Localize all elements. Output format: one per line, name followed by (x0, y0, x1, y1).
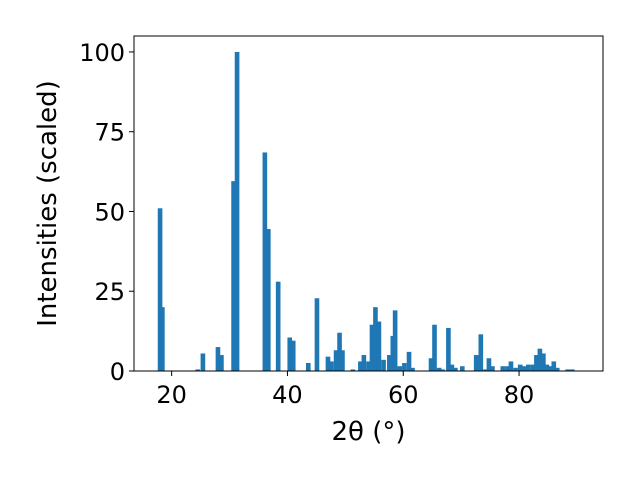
bar (366, 361, 371, 371)
x-tick-label: 60 (388, 381, 419, 409)
bar (505, 366, 510, 371)
bar (478, 334, 484, 371)
plot-frame (133, 35, 604, 372)
y-tick-label: 0 (110, 358, 125, 386)
bar (521, 366, 526, 371)
bar (483, 369, 488, 371)
bar (234, 51, 240, 371)
bar (410, 367, 415, 371)
bar (513, 367, 518, 371)
bar (373, 307, 378, 371)
bar (570, 369, 575, 371)
bar (305, 363, 311, 371)
bar (537, 348, 543, 371)
bar (200, 353, 206, 371)
bar (432, 324, 437, 371)
bar (231, 181, 236, 371)
bar (428, 358, 434, 371)
bar (369, 324, 375, 371)
bar (215, 347, 221, 371)
bar (397, 366, 403, 371)
bar (390, 335, 396, 371)
bar (525, 364, 531, 371)
bar (392, 310, 398, 371)
bar (449, 364, 455, 371)
x-axis-label: 2θ (°) (331, 417, 405, 447)
bar (565, 369, 570, 371)
bar (486, 358, 492, 371)
bar (325, 356, 331, 371)
y-tick-label: 100 (79, 39, 125, 67)
y-tick-label: 75 (94, 119, 125, 147)
bar (459, 366, 465, 371)
bar (266, 229, 271, 371)
bar (544, 364, 550, 371)
bar (490, 366, 495, 371)
bar (290, 340, 296, 371)
bar (500, 366, 506, 371)
bar (534, 355, 539, 371)
x-tick-label: 40 (272, 381, 303, 409)
bar (219, 355, 224, 371)
bar (329, 361, 334, 371)
x-tick-label: 80 (504, 381, 535, 409)
bar (530, 364, 536, 371)
bar (453, 367, 458, 371)
bar (275, 281, 281, 371)
bar (381, 359, 386, 371)
bar (160, 307, 165, 371)
bar (287, 337, 293, 371)
bar (340, 350, 345, 371)
bar (333, 350, 339, 371)
bar (517, 364, 523, 371)
bar (436, 367, 442, 371)
y-axis-label: Intensities (scaled) (33, 80, 63, 327)
bar (361, 355, 367, 371)
bar (358, 361, 363, 371)
bar (350, 369, 356, 371)
bar (508, 361, 514, 371)
bars-group (157, 51, 575, 371)
x-tick-label: 20 (156, 381, 187, 409)
y-axis-ticks: 0 25 50 75 100 (79, 39, 134, 386)
bar (551, 361, 557, 371)
bar (547, 366, 553, 371)
bar (262, 152, 268, 371)
y-tick-label: 50 (94, 198, 125, 226)
bar (440, 369, 445, 371)
bar (157, 208, 163, 371)
bar (473, 355, 479, 371)
bar (387, 355, 392, 371)
bar (541, 353, 546, 371)
y-tick-label: 25 (94, 278, 125, 306)
bar (376, 321, 382, 371)
bar (337, 332, 342, 371)
bar (402, 363, 407, 371)
bar (406, 351, 412, 371)
bar (446, 327, 451, 371)
x-axis-ticks: 20 40 60 80 (156, 371, 534, 409)
bar (314, 298, 320, 371)
bar (554, 367, 560, 371)
bar (195, 369, 201, 371)
